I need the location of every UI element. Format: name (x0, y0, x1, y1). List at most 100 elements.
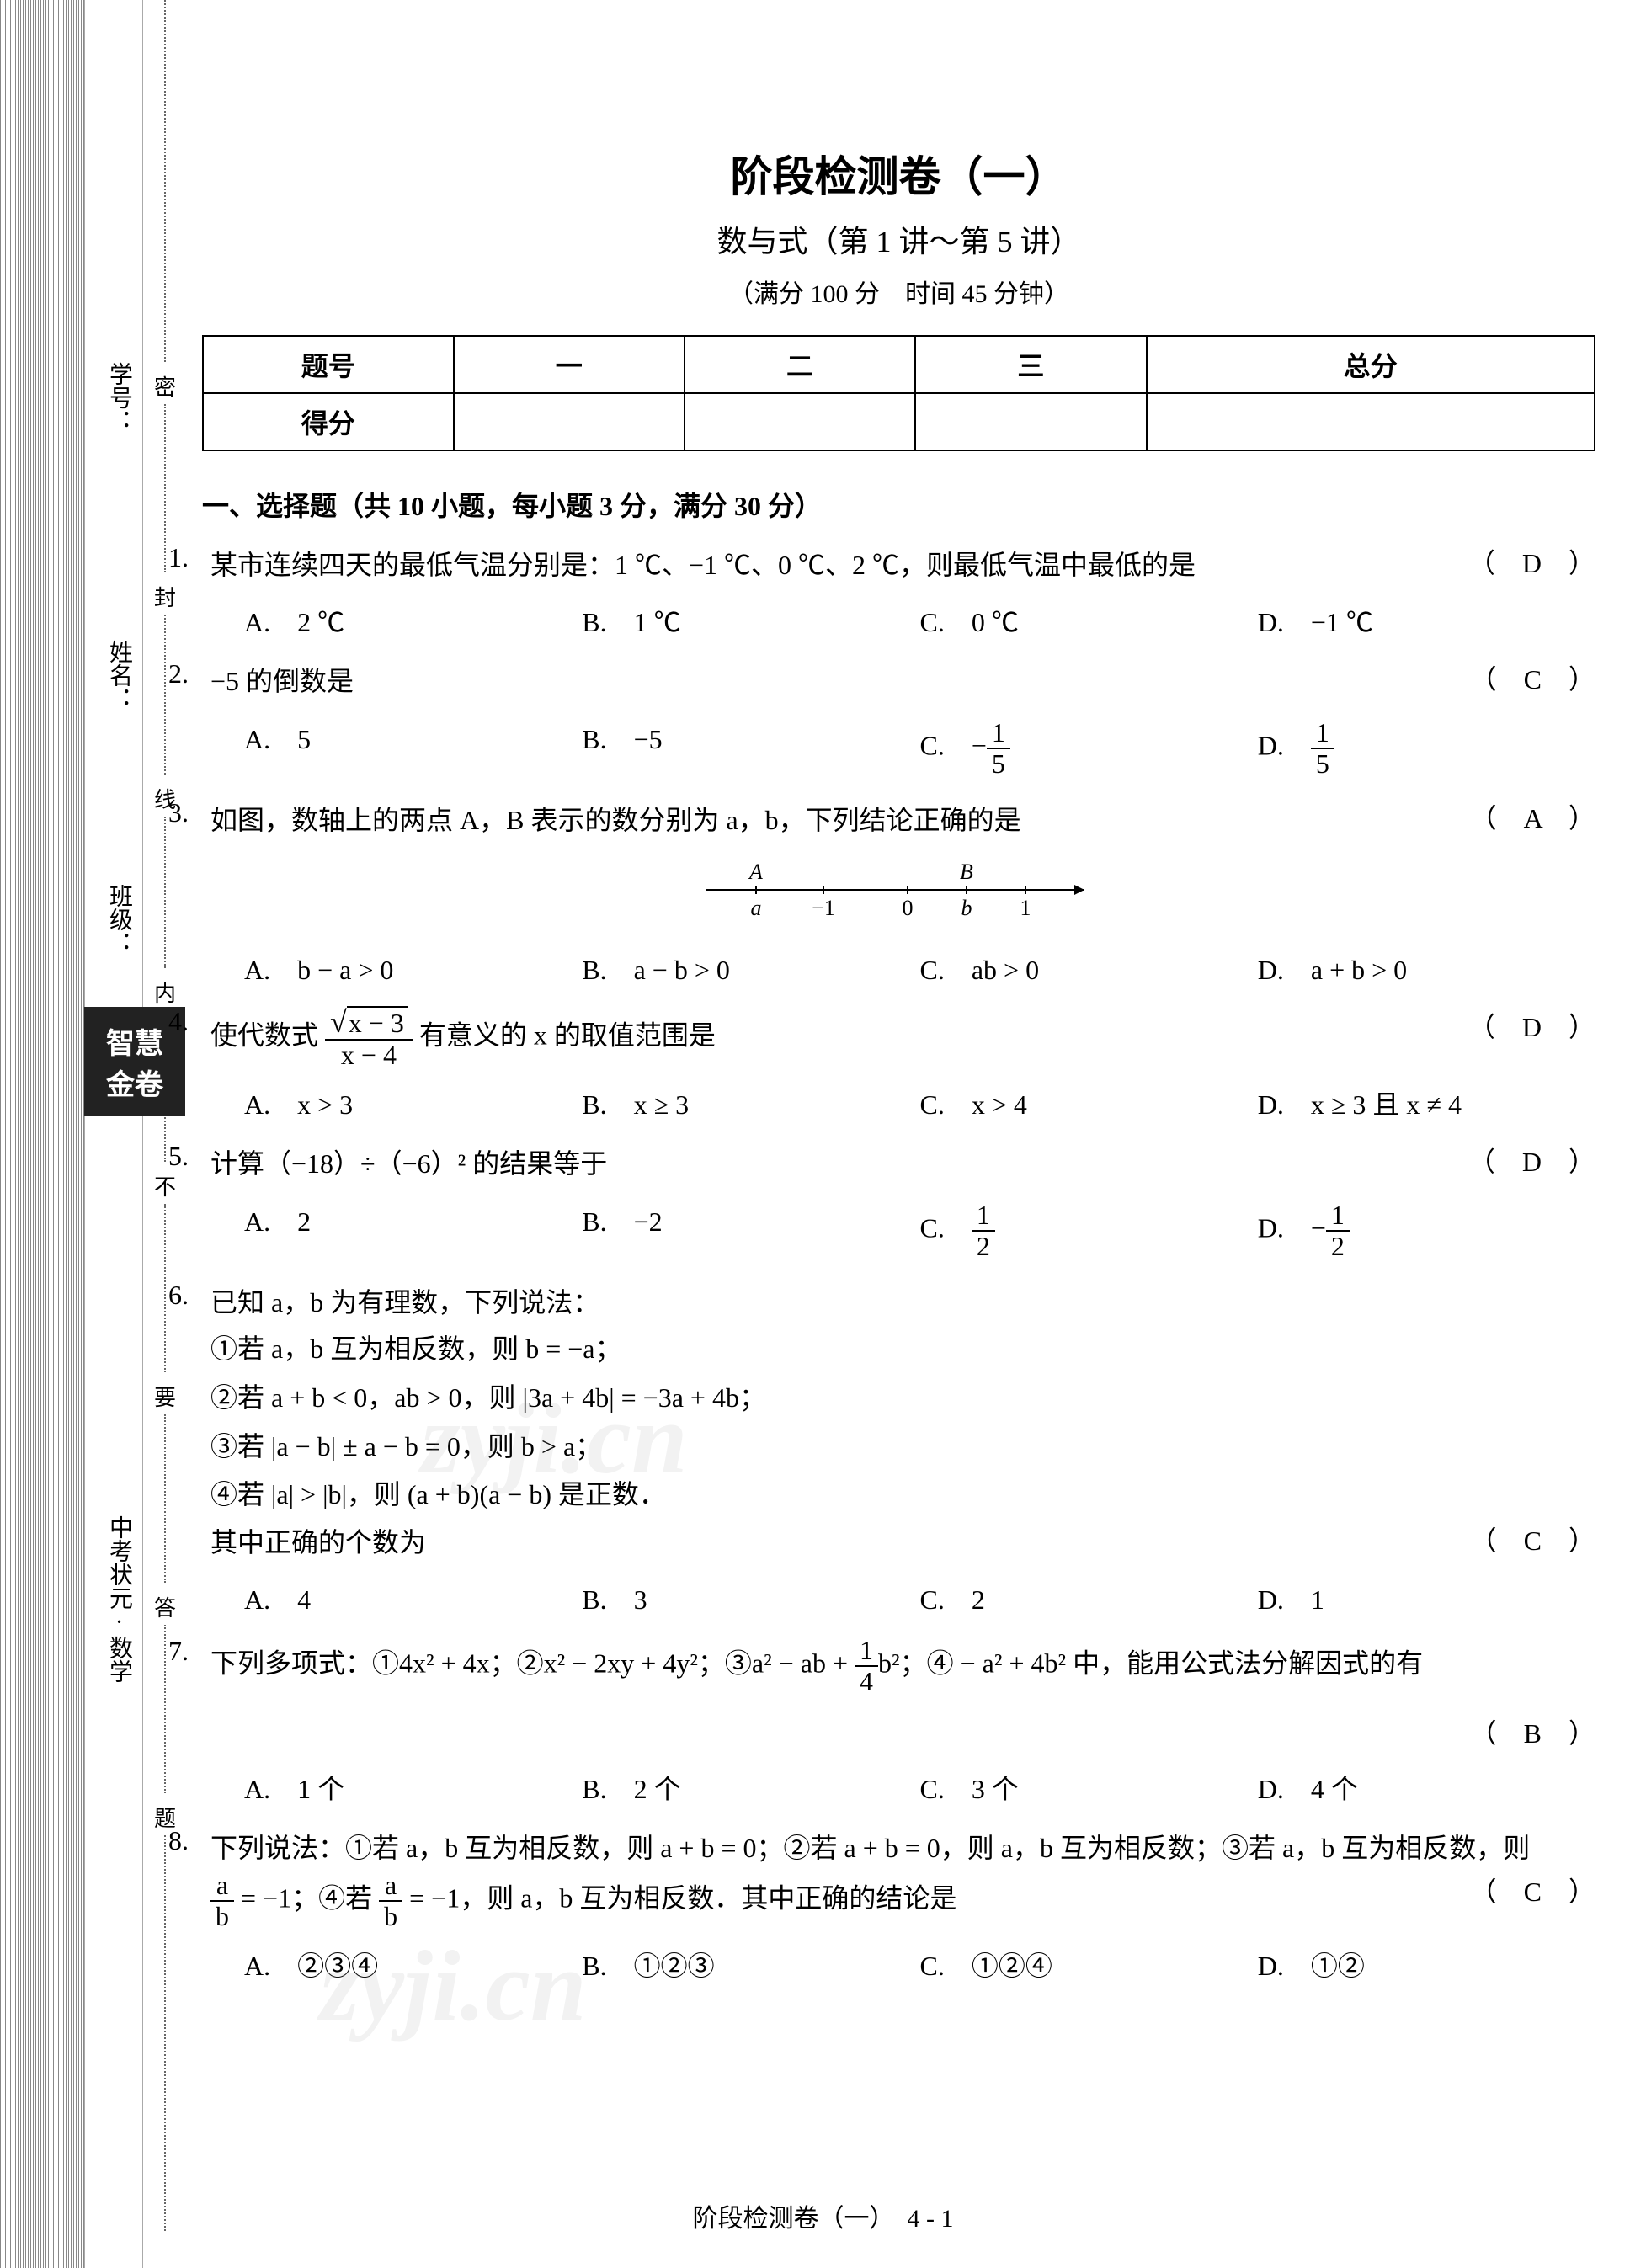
opt-c: C. ab > 0 (920, 949, 1258, 988)
opt-a: A. ②③④ (244, 1945, 582, 1983)
vertical-label-strip: 学号： 姓名： 班级： 中考状元·数学 (84, 0, 143, 2268)
td-blank (1147, 393, 1595, 450)
q-number: 4. (168, 1006, 189, 1037)
table-row: 得分 (203, 393, 1595, 450)
question-5: 5. 计算（−18）÷（−6）² 的结果等于 （ D ） A. 2 B. −2 … (202, 1141, 1595, 1261)
opt-b: B. a − b > 0 (582, 949, 919, 988)
question-6: 6. 已知 a，b 为有理数，下列说法： ①若 a，b 互为相反数，则 b = … (202, 1280, 1595, 1617)
th-col2: 二 (685, 336, 915, 393)
nl-A: A (748, 860, 763, 884)
q7-post: b²；④ − a² + 4b² 中，能用公式法分解因式的有 (878, 1648, 1423, 1679)
q-options: A. ②③④ B. ①②③ C. ①②④ D. ①② (202, 1945, 1595, 1983)
q-number: 8. (168, 1825, 189, 1856)
question-8: 8. 下列说法：①若 a，b 互为相反数，则 a + b = 0；②若 a + … (202, 1825, 1595, 1984)
frac-num: 1 (972, 1201, 995, 1232)
q7-pre: 下列多项式：①4x² + 4x；②x² − 2xy + 4y²；③a² − ab… (210, 1648, 855, 1679)
seal-dots (164, 404, 166, 572)
seal-dots (164, 1414, 166, 1583)
score-table: 题号 一 二 三 总分 得分 (202, 335, 1595, 451)
q-number: 3. (168, 797, 189, 828)
opt-c: C. ①②④ (920, 1945, 1258, 1983)
th-col1: 一 (454, 336, 685, 393)
td-blank (685, 393, 915, 450)
seal-char-mi: 密 (154, 370, 176, 402)
page-footer: 阶段检测卷（一） 4 - 1 (0, 2197, 1646, 2234)
frac-num: 1 (855, 1636, 878, 1667)
frac-den: b (379, 1902, 402, 1931)
td-blank (915, 393, 1146, 450)
q-number: 7. (168, 1636, 189, 1667)
q-text: 下列多项式：①4x² + 4x；②x² − 2xy + 4y²；③a² − ab… (202, 1636, 1595, 1696)
opt-d: D. 1 (1258, 1579, 1595, 1617)
q-text: 计算（−18）÷（−6）² 的结果等于 (202, 1141, 1595, 1186)
opt-c: C. 2 (920, 1579, 1258, 1617)
main-content: 阶段检测卷（一） 数与式（第 1 讲～第 5 讲） （满分 100 分 时间 4… (202, 0, 1595, 1983)
opt-c: C. 12 (920, 1201, 1258, 1261)
opt-a: A. 4 (244, 1579, 582, 1617)
opt-b: B. −5 (582, 718, 919, 779)
nl-m1: −1 (812, 896, 835, 920)
question-1: 1. 某市连续四天的最低气温分别是：1 ℃、−1 ℃、0 ℃、2 ℃，则最低气温… (202, 542, 1595, 640)
q8-l1: 下列说法：①若 a，b 互为相反数，则 a + b = 0；②若 a + b =… (210, 1833, 1530, 1863)
opt-d: D. 15 (1258, 718, 1595, 779)
opt-b: B. x ≥ 3 (582, 1083, 919, 1122)
book-series-label: 中考状元·数学 (102, 1515, 136, 1683)
th-col3: 三 (915, 336, 1146, 393)
seal-line-column: 密 封 线 内 不 要 答 题 (143, 0, 185, 2268)
frac-num: a (210, 1871, 234, 1902)
q-options: A. 2 ℃ B. 1 ℃ C. 0 ℃ D. −1 ℃ (202, 601, 1595, 640)
q-options: A. 2 B. −2 C. 12 D. −12 (202, 1201, 1595, 1261)
seal-dots (164, 1204, 166, 1372)
q-answer: （ B ） (1470, 1712, 1595, 1751)
frac-num: a (379, 1871, 402, 1902)
q-text: 某市连续四天的最低气温分别是：1 ℃、−1 ℃、0 ℃、2 ℃，则最低气温中最低… (202, 542, 1595, 588)
opt-d: D. 4 个 (1258, 1768, 1595, 1807)
q8-line2-row: ab = −1；④若 ab = −1，则 a，b 互为相反数．其中正确的结论是 … (202, 1871, 1595, 1931)
q-answer: （ C ） (1470, 658, 1595, 697)
frac-den: x − 4 (325, 1041, 413, 1070)
xingming-label: 姓名： (102, 640, 136, 711)
q4-post: 有意义的 x 的取值范围是 (419, 1020, 716, 1050)
page-title: 阶段检测卷（一） (202, 143, 1595, 204)
seal-char-bu: 不 (154, 1170, 176, 1201)
opt-d: D. x ≥ 3 且 x ≠ 4 (1258, 1083, 1595, 1122)
q6-l3: ③若 |a − b| ± a − b = 0，则 b > a； (202, 1423, 1595, 1472)
question-3: 3. 如图，数轴上的两点 A，B 表示的数分别为 a，b，下列结论正确的是 （ … (202, 797, 1595, 987)
q-options: A. 1 个 B. 2 个 C. 3 个 D. 4 个 (202, 1768, 1595, 1807)
nl-a: a (750, 896, 761, 920)
q6-tail-row: 其中正确的个数为 （ C ） (202, 1520, 1595, 1565)
q6-tail: 其中正确的个数为 (202, 1520, 1595, 1565)
q-answer: （ A ） (1470, 797, 1595, 836)
q8-line2: ab = −1；④若 ab = −1，则 a，b 互为相反数．其中正确的结论是 (202, 1871, 1595, 1931)
opt-d: D. ①② (1258, 1945, 1595, 1983)
opt-b: B. ①②③ (582, 1945, 919, 1983)
q6-statements: ①若 a，b 互为相反数，则 b = −a； ②若 a + b < 0，ab >… (202, 1325, 1595, 1519)
section-1-head: 一、选择题（共 10 小题，每小题 3 分，满分 30 分） (202, 485, 1595, 524)
td-label: 得分 (203, 393, 454, 450)
frac-den: 2 (1326, 1232, 1350, 1261)
q-answer: （ D ） (1468, 1141, 1595, 1179)
opt-c: C. x > 4 (920, 1083, 1258, 1122)
opt-d-pre: D. (1258, 730, 1311, 760)
q-options: A. 5 B. −5 C. −15 D. 15 (202, 718, 1595, 779)
q6-l1: ①若 a，b 互为相反数，则 b = −a； (202, 1325, 1595, 1374)
q8-post: = −1，则 a，b 互为相反数．其中正确的结论是 (402, 1883, 956, 1914)
q-text: 下列说法：①若 a，b 互为相反数，则 a + b = 0；②若 a + b =… (202, 1825, 1595, 1871)
badge-bottom: 金卷 (106, 1062, 163, 1103)
opt-b: B. 3 (582, 1579, 919, 1617)
opt-a: A. 2 (244, 1201, 582, 1261)
xuehao-label: 学号： (102, 362, 136, 433)
q-options: A. b − a > 0 B. a − b > 0 C. ab > 0 D. a… (202, 949, 1595, 988)
nl-1: 1 (1020, 896, 1031, 920)
frac-den: 5 (987, 749, 1010, 779)
opt-a: A. 1 个 (244, 1768, 582, 1807)
seal-char-da: 答 (154, 1591, 176, 1622)
table-row: 题号 一 二 三 总分 (203, 336, 1595, 393)
q-options: A. x > 3 B. x ≥ 3 C. x > 4 D. x ≥ 3 且 x … (202, 1083, 1595, 1122)
frac-den: b (210, 1902, 234, 1931)
opt-a: A. 2 ℃ (244, 601, 582, 640)
badge-top: 智慧 (106, 1020, 163, 1062)
opt-d: D. a + b > 0 (1258, 949, 1595, 988)
q-number: 5. (168, 1141, 189, 1172)
q7-answer-row: （ B ） (202, 1712, 1595, 1754)
